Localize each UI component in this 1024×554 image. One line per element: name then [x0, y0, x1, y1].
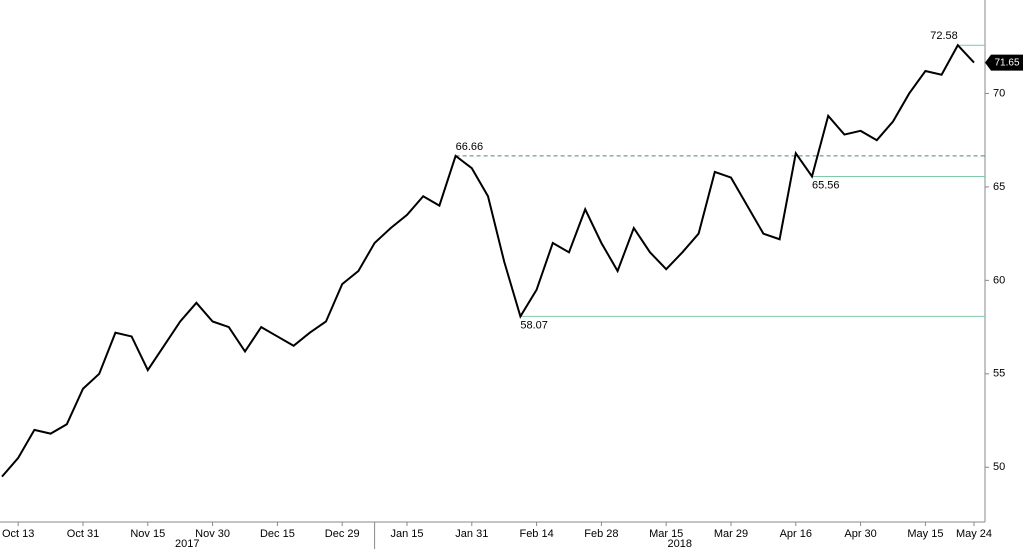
year-label: 2017	[175, 538, 199, 549]
last-value-tag	[985, 54, 1023, 71]
annotation-label: 72.58	[930, 30, 958, 42]
y-tick-label: 65	[993, 181, 1005, 193]
price-line	[1, 43, 975, 478]
y-tick-label: 60	[993, 274, 1005, 286]
y-tick-label: 50	[993, 461, 1005, 473]
year-label: 2018	[668, 538, 692, 549]
x-tick-label: Oct 13	[2, 528, 34, 540]
x-tick-label: Jan 31	[455, 528, 488, 540]
x-tick-label: May 24	[956, 528, 992, 540]
y-tick-label: 70	[993, 87, 1005, 99]
x-tick-label: Feb 28	[584, 528, 618, 540]
x-tick-label: Nov 30	[195, 528, 230, 540]
x-tick-label: Apr 16	[780, 528, 812, 540]
x-tick-label: Jan 15	[390, 528, 423, 540]
x-tick-label: Apr 30	[844, 528, 876, 540]
x-tick-label: Oct 31	[67, 528, 99, 540]
annotation-label: 65.56	[812, 179, 840, 191]
last-value-label: 71.65	[994, 57, 1019, 68]
annotation-label: 66.66	[456, 141, 484, 153]
x-tick-label: Dec 29	[325, 528, 360, 540]
y-tick-label: 55	[993, 368, 1005, 380]
x-tick-label: Mar 15	[649, 528, 683, 540]
x-tick-label: Nov 15	[130, 528, 165, 540]
x-tick-label: Feb 14	[519, 528, 553, 540]
x-tick-label: Mar 29	[714, 528, 748, 540]
annotation-label: 58.07	[520, 319, 548, 331]
x-tick-label: May 15	[907, 528, 943, 540]
x-tick-label: Dec 15	[260, 528, 295, 540]
